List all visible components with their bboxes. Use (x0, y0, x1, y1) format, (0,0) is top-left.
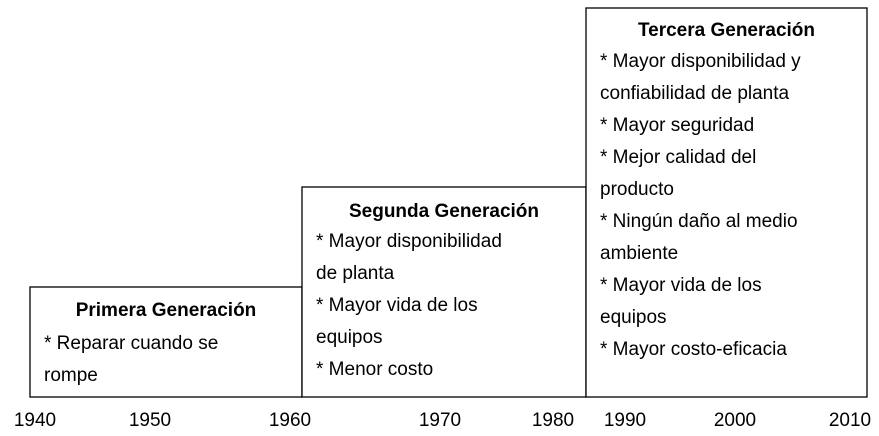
year-label: 1950 (129, 410, 171, 431)
generation-item: * Mayor disponibilidad (316, 231, 502, 252)
generation-item: * Menor costo (316, 359, 433, 380)
generation-item: producto (600, 179, 674, 200)
year-label: 2010 (829, 410, 871, 431)
generation-title: Tercera Generación (638, 20, 815, 41)
year-label: 2000 (714, 410, 756, 431)
year-label: 1970 (419, 410, 461, 431)
generation-item: * Mayor seguridad (600, 115, 754, 136)
generation-box (585, 7, 868, 398)
generation-item: ambiente (600, 243, 678, 264)
generation-item: confiabilidad de planta (600, 83, 790, 104)
generation-item: de planta (316, 263, 395, 284)
year-label: 1990 (604, 410, 646, 431)
generation-box (29, 286, 303, 398)
generation-item: * Mejor calidad del (600, 147, 756, 168)
generation-item: equipos (316, 327, 383, 348)
generation-item: * Reparar cuando se (44, 333, 218, 354)
generation-item: * Mayor disponibilidad y (600, 51, 801, 72)
generation-title: Primera Generación (76, 300, 257, 321)
generation-item: rompe (44, 365, 98, 386)
year-label: 1940 (14, 410, 56, 431)
generation-item: * Mayor costo-eficacia (600, 339, 787, 360)
year-label: 1980 (532, 410, 574, 431)
year-label: 1960 (269, 410, 311, 431)
generation-item: * Ningún daño al medio (600, 211, 798, 232)
generation-box (301, 186, 587, 398)
generation-item: * Mayor vida de los (316, 295, 478, 316)
generation-title: Segunda Generación (349, 201, 539, 222)
generation-item: * Mayor vida de los (600, 275, 762, 296)
generation-item: equipos (600, 307, 667, 328)
